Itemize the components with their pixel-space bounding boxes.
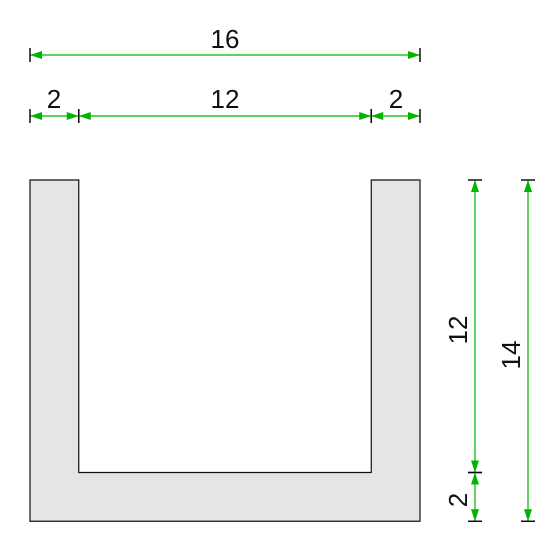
dim-label: 12 — [211, 84, 240, 114]
dim-arrow — [30, 51, 42, 59]
dim-arrow — [524, 180, 532, 192]
dim-arrow — [471, 509, 479, 521]
dim-label: 16 — [211, 24, 240, 54]
dim-arrow — [524, 509, 532, 521]
dim-arrow — [471, 180, 479, 192]
dim-arrow — [30, 112, 42, 120]
dim-label: 2 — [443, 493, 473, 507]
dim-label: 14 — [496, 341, 526, 370]
dim-arrow — [359, 112, 371, 120]
dim-label: 12 — [443, 316, 473, 345]
dim-label: 2 — [47, 84, 61, 114]
dim-arrow — [408, 51, 420, 59]
dim-arrow — [67, 112, 79, 120]
u-channel-profile — [30, 180, 420, 521]
dim-arrow — [471, 461, 479, 473]
dim-arrow — [471, 473, 479, 485]
dim-label: 2 — [389, 84, 403, 114]
dim-arrow — [79, 112, 91, 120]
dim-arrow — [371, 112, 383, 120]
dim-arrow — [408, 112, 420, 120]
